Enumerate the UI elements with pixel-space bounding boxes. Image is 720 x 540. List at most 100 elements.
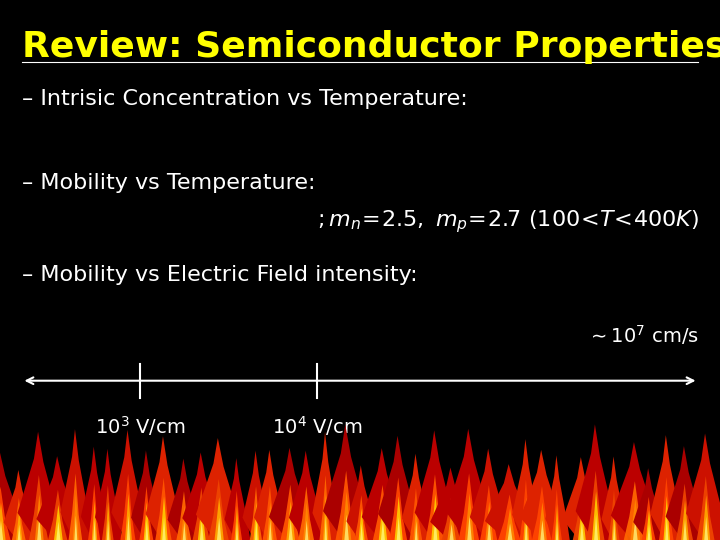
Polygon shape: [303, 503, 310, 540]
Polygon shape: [336, 471, 356, 540]
Polygon shape: [73, 494, 79, 540]
Polygon shape: [601, 456, 628, 540]
Polygon shape: [580, 522, 584, 540]
Text: $\sim 10^7$ cm/s: $\sim 10^7$ cm/s: [587, 323, 698, 347]
Polygon shape: [120, 474, 135, 540]
Polygon shape: [395, 496, 402, 540]
Polygon shape: [200, 521, 204, 540]
Polygon shape: [521, 450, 566, 540]
Polygon shape: [145, 521, 148, 540]
Polygon shape: [631, 499, 640, 540]
Polygon shape: [342, 491, 351, 540]
Polygon shape: [161, 496, 168, 540]
Text: $10^4$ V/cm: $10^4$ V/cm: [271, 414, 362, 438]
Polygon shape: [320, 475, 331, 540]
Text: $10^3$ V/cm: $10^3$ V/cm: [95, 414, 186, 438]
Polygon shape: [263, 486, 277, 540]
Polygon shape: [182, 453, 222, 540]
Polygon shape: [236, 522, 238, 540]
Polygon shape: [665, 446, 706, 540]
Polygon shape: [389, 477, 407, 540]
Polygon shape: [18, 524, 21, 540]
Polygon shape: [112, 430, 147, 540]
Polygon shape: [56, 522, 60, 540]
Polygon shape: [683, 519, 687, 540]
Polygon shape: [665, 517, 668, 540]
Polygon shape: [576, 424, 618, 540]
Polygon shape: [633, 468, 666, 540]
Polygon shape: [642, 497, 655, 540]
Polygon shape: [183, 522, 186, 540]
Polygon shape: [312, 432, 340, 540]
Polygon shape: [467, 516, 472, 540]
Polygon shape: [289, 519, 293, 540]
Polygon shape: [664, 496, 670, 540]
Polygon shape: [181, 506, 188, 540]
Polygon shape: [102, 485, 114, 540]
Polygon shape: [379, 502, 387, 540]
Text: $; m_n\!=\!2.5,\ m_p\!=\!2.7\ \mathit{(100\!<\!T\!<\!400K)}$: $; m_n\!=\!2.5,\ m_p\!=\!2.7\ \mathit{(1…: [317, 208, 698, 235]
Polygon shape: [144, 502, 150, 540]
Text: – Intrisic Concentration vs Temperature:: – Intrisic Concentration vs Temperature:: [22, 89, 467, 109]
Polygon shape: [131, 450, 163, 540]
Polygon shape: [633, 518, 638, 540]
Polygon shape: [354, 495, 368, 540]
Polygon shape: [512, 439, 541, 540]
Polygon shape: [176, 491, 192, 540]
Polygon shape: [532, 486, 552, 540]
Polygon shape: [217, 517, 221, 540]
Polygon shape: [681, 501, 689, 540]
Polygon shape: [612, 505, 617, 540]
Polygon shape: [430, 468, 474, 540]
Polygon shape: [378, 436, 420, 540]
Polygon shape: [60, 429, 92, 540]
Polygon shape: [29, 475, 48, 540]
Polygon shape: [508, 523, 513, 540]
Polygon shape: [552, 489, 562, 540]
Polygon shape: [410, 488, 422, 540]
Polygon shape: [487, 520, 491, 540]
Polygon shape: [608, 490, 619, 540]
Polygon shape: [545, 455, 570, 540]
Polygon shape: [192, 488, 210, 540]
Polygon shape: [441, 497, 460, 540]
Polygon shape: [269, 520, 271, 540]
Text: – Mobility vs Electric Field intensity:: – Mobility vs Electric Field intensity:: [22, 265, 417, 285]
Polygon shape: [413, 504, 419, 540]
Polygon shape: [426, 474, 444, 540]
Polygon shape: [68, 474, 82, 540]
Polygon shape: [95, 449, 122, 540]
Polygon shape: [686, 434, 720, 540]
Polygon shape: [287, 501, 295, 540]
Polygon shape: [525, 518, 528, 540]
Polygon shape: [611, 442, 662, 540]
Polygon shape: [74, 516, 77, 540]
Polygon shape: [659, 477, 673, 540]
Polygon shape: [556, 522, 558, 540]
Polygon shape: [647, 524, 650, 540]
Polygon shape: [470, 449, 510, 540]
Polygon shape: [360, 524, 363, 540]
Polygon shape: [415, 430, 458, 540]
Polygon shape: [465, 494, 474, 540]
Polygon shape: [402, 454, 431, 540]
Polygon shape: [361, 448, 405, 540]
Polygon shape: [704, 517, 708, 540]
Polygon shape: [480, 485, 498, 540]
Polygon shape: [289, 451, 326, 540]
Polygon shape: [540, 520, 544, 540]
Polygon shape: [449, 524, 454, 540]
Polygon shape: [127, 516, 130, 540]
Polygon shape: [646, 510, 652, 540]
Polygon shape: [397, 517, 400, 540]
Polygon shape: [346, 465, 378, 540]
Polygon shape: [88, 484, 100, 540]
Polygon shape: [676, 484, 693, 540]
Polygon shape: [305, 521, 308, 540]
Polygon shape: [586, 471, 605, 540]
Polygon shape: [359, 509, 364, 540]
Polygon shape: [243, 451, 271, 540]
Polygon shape: [523, 498, 529, 540]
Text: – Mobility vs Temperature:: – Mobility vs Temperature:: [22, 173, 315, 193]
Polygon shape: [162, 517, 166, 540]
